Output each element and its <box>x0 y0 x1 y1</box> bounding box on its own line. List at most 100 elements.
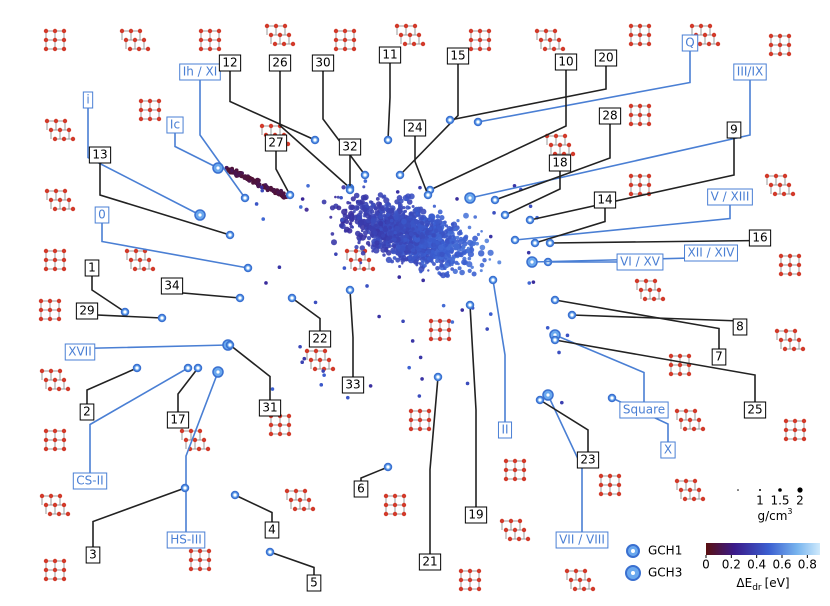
label-text: 11 <box>382 48 397 62</box>
structure-point <box>394 225 400 231</box>
structure-point <box>364 212 370 219</box>
label-box <box>179 63 221 81</box>
atom <box>698 23 704 29</box>
structure-point <box>334 195 337 199</box>
label-box <box>711 348 727 366</box>
label-text: 30 <box>315 56 330 70</box>
label: 20 <box>594 49 618 67</box>
structure-point <box>355 230 361 237</box>
leader-line <box>449 58 607 121</box>
structure-point <box>454 260 459 265</box>
atom <box>198 37 204 43</box>
structure-point <box>370 218 377 224</box>
structure-point <box>446 225 452 232</box>
colorbar-tick-label: 0.8 <box>798 558 817 572</box>
highlight-core <box>216 166 220 170</box>
structure-point <box>406 199 413 205</box>
structure-point <box>397 201 401 206</box>
leader-line <box>199 72 246 199</box>
leader-line <box>469 72 751 199</box>
label-text: 4 <box>268 523 276 537</box>
label-box <box>446 47 470 65</box>
structure-point <box>313 300 318 305</box>
label-box <box>308 330 332 348</box>
label-box <box>464 506 488 524</box>
atom <box>216 46 222 52</box>
label: 17 <box>166 411 190 429</box>
label-box <box>548 154 572 172</box>
label-text: 33 <box>345 378 360 392</box>
structure-point <box>403 237 408 242</box>
atom <box>66 197 72 203</box>
atom <box>800 346 806 352</box>
structure-point <box>434 218 441 225</box>
highlight-core <box>548 241 552 245</box>
atom <box>52 576 58 582</box>
legend-text: GCH1 <box>648 544 682 558</box>
atom <box>61 257 67 263</box>
structure-point <box>405 205 410 210</box>
structure-point <box>462 237 466 241</box>
atom <box>188 428 194 434</box>
highlight-core <box>348 188 352 192</box>
structure-point <box>370 203 375 208</box>
structure-point <box>411 248 416 253</box>
highlight-core <box>468 303 472 307</box>
size-title: g/cm3 <box>757 507 792 523</box>
label-text: Square <box>623 403 665 417</box>
atom <box>508 518 514 524</box>
structure-point <box>362 207 368 213</box>
structure-point <box>346 214 351 219</box>
atom <box>486 46 492 52</box>
atom <box>392 502 398 508</box>
atom <box>503 527 509 533</box>
label-box <box>72 472 108 490</box>
atom <box>477 28 483 34</box>
atom <box>43 567 49 573</box>
structure-point <box>479 269 483 273</box>
atom <box>638 287 644 293</box>
structure-point <box>226 168 231 173</box>
atom <box>700 426 706 432</box>
structure-point <box>330 232 335 236</box>
structure-point <box>473 215 478 219</box>
structure-point <box>470 265 474 269</box>
label-text: 25 <box>747 403 762 417</box>
atom <box>564 568 570 574</box>
atom <box>512 467 518 473</box>
atom <box>446 327 452 333</box>
structure-point <box>441 303 446 308</box>
highlight-core <box>398 173 402 177</box>
structure-point <box>368 384 373 388</box>
structure-point <box>362 185 366 189</box>
structure-point <box>417 394 422 398</box>
structure-point <box>411 205 415 208</box>
label-box <box>353 480 369 498</box>
atom <box>65 511 71 517</box>
atom <box>412 23 418 29</box>
structure-point <box>565 333 570 338</box>
atom <box>570 151 576 157</box>
structure-point <box>433 225 437 229</box>
label-box <box>264 521 280 539</box>
structure-point <box>425 254 429 258</box>
atom <box>486 28 492 34</box>
atom <box>62 118 68 124</box>
atom <box>43 257 49 263</box>
structure-point <box>377 314 381 319</box>
atom <box>628 41 634 47</box>
label: 10 <box>554 53 578 71</box>
label: Q <box>681 34 699 52</box>
atom <box>521 467 527 473</box>
structure-point <box>414 219 420 225</box>
label-text: 15 <box>450 49 465 63</box>
atom <box>284 488 290 494</box>
structure-thumbnails <box>38 23 807 592</box>
structure-point <box>449 247 455 253</box>
structure-point <box>408 237 413 241</box>
atom <box>687 487 693 493</box>
atom <box>408 417 414 423</box>
structure-point <box>370 233 375 238</box>
colorbar <box>706 543 820 555</box>
atom <box>656 287 662 293</box>
